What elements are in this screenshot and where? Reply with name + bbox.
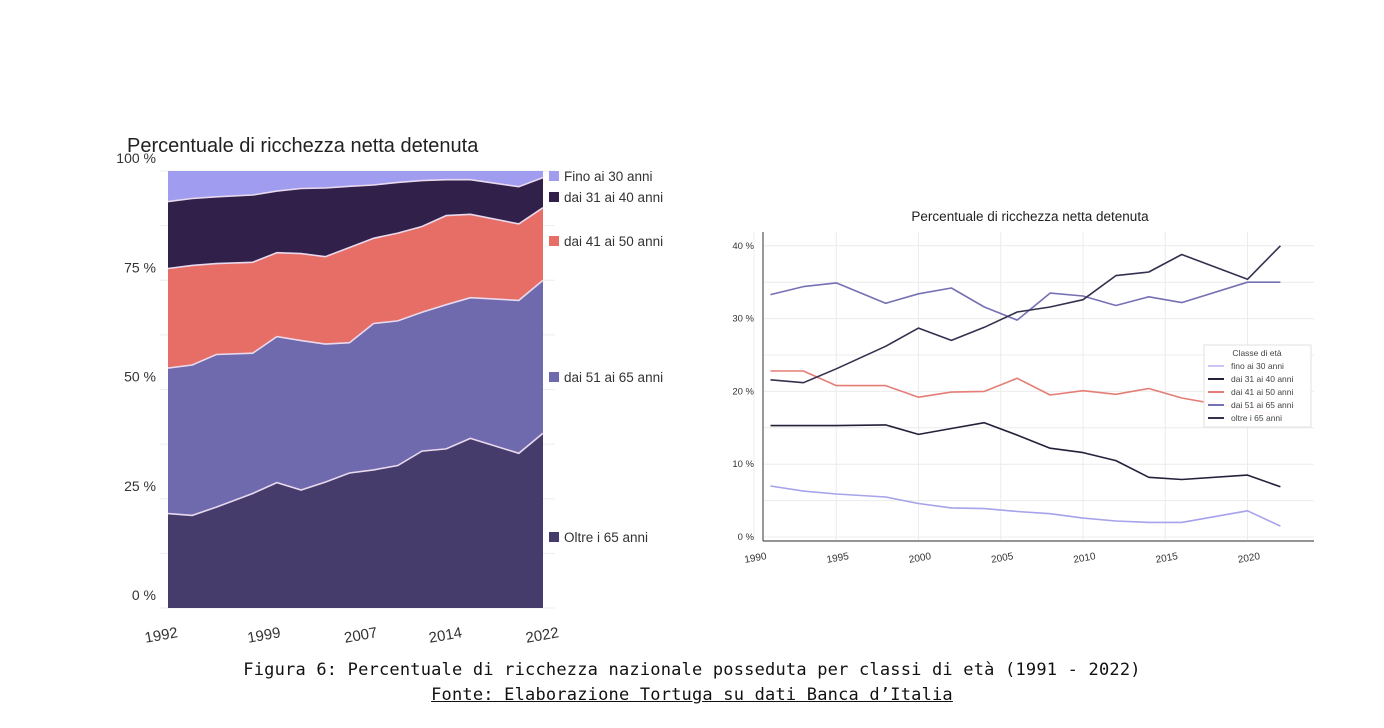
legend-swatch-dai-31-ai-40-anni — [549, 192, 559, 202]
x-tick-label: 1995 — [826, 551, 850, 566]
x-tick-label: 2015 — [1155, 551, 1179, 566]
series-line-oltre-i-65-anni — [770, 245, 1281, 384]
figure-source: Fonte: Elaborazione Tortuga su dati Banc… — [0, 685, 1384, 705]
y-tick-label: 100 % — [116, 150, 156, 166]
series-line-dai-41-ai-50-anni — [770, 370, 1281, 417]
boundary-line-dai-41-ai-50-anni — [167, 207, 544, 270]
y-tick-label: 10 % — [732, 459, 754, 470]
y-tick-label: 40 % — [732, 241, 754, 252]
boundary-line-dai-31-ai-40-anni — [167, 176, 544, 203]
x-tick-label: 2007 — [343, 624, 379, 647]
source-link[interactable]: Fonte: Elaborazione Tortuga su dati Banc… — [431, 685, 953, 705]
series-line-dai-31-ai-40-anni — [770, 421, 1281, 488]
legend-label: dai 31 ai 40 anni — [1231, 374, 1293, 384]
legend-label: fino ai 30 anni — [1231, 361, 1284, 371]
legend-label: oltre i 65 anni — [1231, 413, 1282, 423]
x-tick-label: 2022 — [524, 624, 560, 647]
legend-label: dai 51 ai 65 anni — [1231, 400, 1293, 410]
x-tick-label: 1992 — [143, 624, 179, 647]
y-tick-label: 25 % — [124, 478, 156, 494]
series-line-dai-51-ai-65-anni — [770, 281, 1281, 321]
y-tick-label: 0 % — [132, 587, 156, 603]
boundary-line-oltre-i-65-anni — [167, 432, 544, 517]
y-tick-label: 75 % — [124, 259, 156, 275]
y-tick-label: 0 % — [738, 532, 755, 543]
area-dai-41-ai-50-anni — [168, 207, 543, 369]
legend-swatch-dai-41-ai-50-anni — [549, 236, 559, 246]
y-tick-label: 30 % — [732, 314, 754, 325]
figure-caption: Figura 6: Percentuale di ricchezza nazio… — [243, 660, 1141, 680]
area-oltre-i-65-anni — [168, 433, 543, 608]
x-tick-label: 2014 — [428, 624, 464, 647]
area-dai-31-ai-40-anni — [168, 177, 543, 269]
right-chart-title: Percentuale di ricchezza netta detenuta — [911, 209, 1149, 224]
legend-title: Classe di età — [1232, 348, 1281, 358]
area-dai-51-ai-65-anni — [168, 280, 543, 516]
area-fino-ai-30-anni — [168, 171, 543, 202]
legend-swatch-fino-ai-30-anni — [549, 171, 559, 181]
legend-box — [1203, 344, 1312, 428]
legend-label: Oltre i 65 anni — [564, 530, 648, 545]
left-chart-title: Percentuale di ricchezza netta detenuta — [127, 135, 479, 157]
legend-label: dai 41 ai 50 anni — [564, 234, 663, 249]
x-tick-label: 2005 — [990, 551, 1014, 566]
legend-swatch-dai-51-ai-65-anni — [549, 372, 559, 382]
series-line-fino-ai-30-anni — [770, 485, 1281, 527]
boundary-line-dai-51-ai-65-anni — [167, 279, 544, 369]
stacked-area-chart: Percentuale di ricchezza netta detenuta … — [116, 135, 663, 647]
y-tick-label: 50 % — [124, 369, 156, 385]
x-tick-label: 2000 — [908, 551, 932, 566]
x-tick-label: 1999 — [246, 624, 282, 647]
x-tick-label: 1990 — [744, 551, 768, 566]
legend-label: dai 31 ai 40 anni — [564, 190, 663, 205]
y-tick-label: 20 % — [732, 386, 754, 397]
line-chart: Percentuale di ricchezza netta detenuta … — [732, 209, 1314, 566]
legend-label: Fino ai 30 anni — [564, 169, 653, 184]
legend-swatch-oltre-i-65-anni — [549, 532, 559, 542]
legend-label: dai 51 ai 65 anni — [564, 370, 663, 385]
x-tick-label: 2020 — [1237, 551, 1261, 566]
legend-label: dai 41 ai 50 anni — [1231, 387, 1293, 397]
x-tick-label: 2010 — [1073, 551, 1097, 566]
